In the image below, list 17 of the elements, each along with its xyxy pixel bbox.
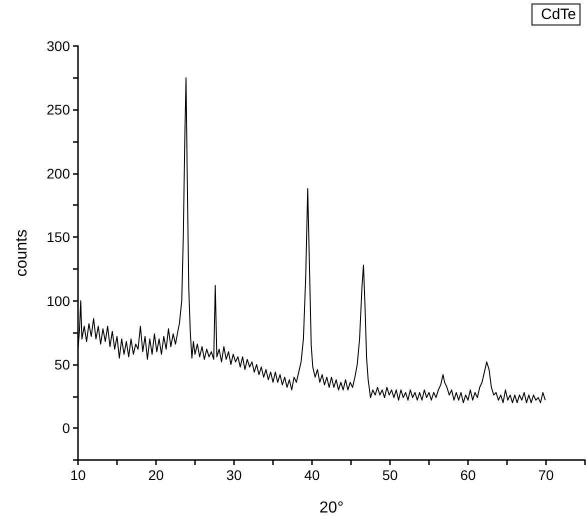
text: CdTe — [540, 6, 576, 23]
x-tick-label: 70 — [538, 467, 554, 483]
y-tick-label: 50 — [54, 356, 70, 372]
y-tick-label: 150 — [46, 229, 70, 246]
x-axis-title: 20° — [319, 500, 344, 516]
y-tick-label: 250 — [46, 102, 70, 118]
x-tick-label: 60 — [460, 467, 476, 483]
x-tick-label: 40 — [304, 467, 320, 483]
y-tick-label: 0 — [62, 420, 70, 436]
x-tick-label: 50 — [382, 467, 398, 483]
y-tick-label: 200 — [46, 165, 70, 182]
y-tick-label: 300 — [46, 38, 70, 54]
x-tick-label: 30 — [226, 467, 242, 483]
y-tick-label: 100 — [46, 292, 70, 309]
x-tick-label: 10 — [70, 467, 86, 483]
x-tick-label: 20 — [148, 467, 164, 483]
y-axis-title: counts — [14, 229, 30, 277]
